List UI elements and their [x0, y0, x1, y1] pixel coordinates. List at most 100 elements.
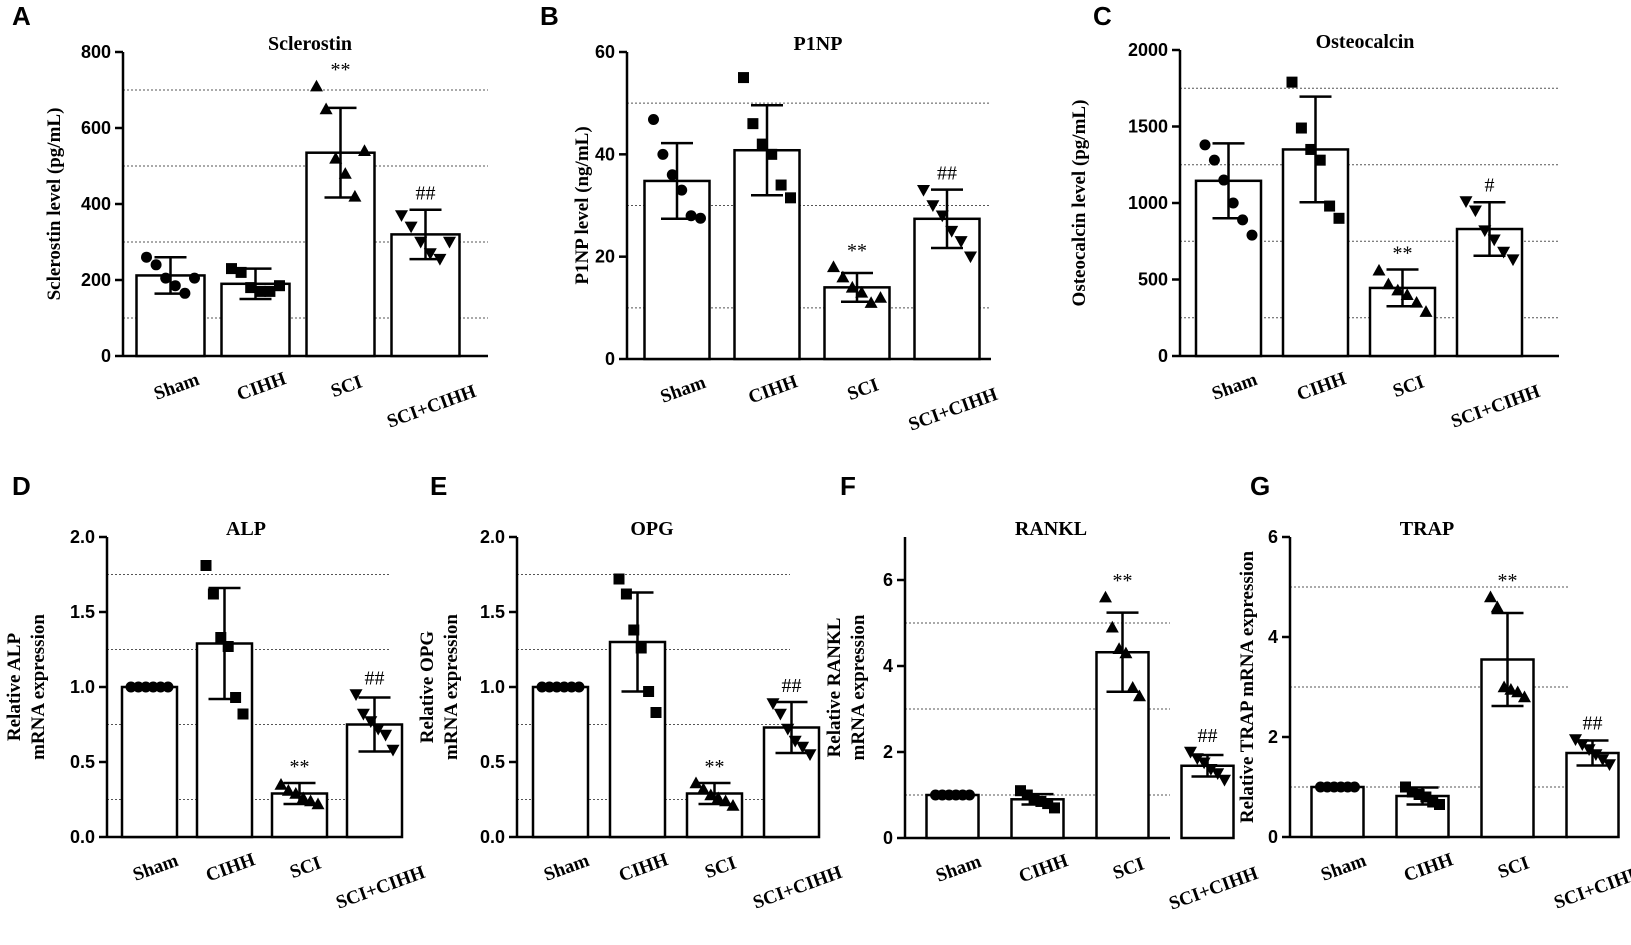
- data-point: [379, 729, 393, 742]
- panel-d: D ALP 0.0 0.5 1.0 1.5 2.0 Relative ALP mRNA expr…: [4, 471, 428, 914]
- data-point: [695, 212, 706, 224]
- data-point: [827, 260, 840, 273]
- y-tick-label: 800: [81, 42, 111, 62]
- data-point: [573, 681, 585, 693]
- chart-title: P1NP: [794, 33, 843, 55]
- data-point: [141, 251, 152, 263]
- data-point: [657, 148, 669, 160]
- data-point: [1286, 76, 1298, 88]
- data-point: [845, 280, 859, 293]
- y-tick-label: 40: [595, 144, 615, 164]
- data-point: [964, 251, 977, 264]
- category-label: Sham: [1318, 850, 1369, 886]
- data-point: [1506, 254, 1520, 267]
- y-tick-label: 2.0: [480, 527, 505, 547]
- data-point: [1246, 229, 1258, 241]
- significance-label: **: [290, 756, 310, 778]
- y-tick-label: 4: [883, 656, 893, 676]
- data-point: [1511, 685, 1525, 698]
- y-tick-label: 6: [883, 570, 893, 590]
- data-point: [395, 210, 408, 222]
- category-label: SCI+CIHH: [333, 862, 428, 914]
- data-point: [1434, 799, 1445, 810]
- data-point: [1314, 154, 1326, 166]
- data-point: [1305, 143, 1317, 155]
- y-tick-label: 1500: [1128, 117, 1168, 137]
- y-axis-label: Relative ALP: [4, 633, 25, 742]
- category-label: SCI+CIHH: [1448, 381, 1543, 433]
- data-point: [803, 749, 817, 761]
- panel-letter: E: [430, 471, 447, 501]
- data-point: [310, 79, 323, 92]
- category-label: SCI: [845, 375, 882, 406]
- y-axis-label: Relative RANKL: [824, 618, 845, 758]
- panel-letter: B: [540, 1, 559, 31]
- y-tick-label: 0.5: [70, 752, 95, 772]
- y-tick-label: 0.0: [70, 827, 95, 847]
- y-tick-label: 20: [595, 247, 615, 267]
- data-point: [726, 799, 740, 811]
- chart-title: Sclerostin: [268, 33, 352, 55]
- category-label: Sham: [541, 850, 592, 886]
- data-point: [785, 192, 796, 204]
- data-point: [371, 723, 385, 736]
- data-point: [289, 787, 303, 799]
- data-point: [1478, 225, 1492, 238]
- y-tick-label: 600: [81, 118, 111, 138]
- category-label: SCI: [1495, 853, 1532, 884]
- y-axis-label: Relative TRAP mRNA expression: [1237, 550, 1258, 823]
- data-point: [666, 169, 678, 181]
- significance-label: ##: [782, 675, 802, 697]
- data-point: [1199, 139, 1211, 151]
- data-point: [207, 588, 219, 600]
- panel-e: E OPG 0.0 0.5 1.0 1.5 2.0 Relative OPG mRNA expr…: [417, 471, 845, 914]
- category-label: SCI+CIHH: [384, 381, 479, 433]
- panel-f: F RANKL 0 2 4 6 Relative RANKL mRNA expression S…: [824, 471, 1261, 915]
- significance-label: **: [847, 240, 867, 262]
- data-point: [1497, 680, 1511, 693]
- y-tick-label: 0: [1158, 346, 1168, 366]
- data-point: [676, 184, 688, 196]
- data-point: [1596, 754, 1610, 766]
- significance-label: ##: [365, 668, 385, 690]
- data-point: [1468, 205, 1482, 218]
- category-label: CIHH: [1294, 368, 1349, 405]
- data-point: [1099, 590, 1112, 603]
- data-point: [364, 716, 378, 728]
- data-point: [304, 794, 318, 807]
- data-point: [954, 236, 968, 248]
- category-label: Sham: [1209, 369, 1260, 405]
- panel-c: C Osteocalcin 0 500 1000 1500 2000 Osteocalcin …: [1069, 1, 1559, 433]
- data-point: [1582, 744, 1596, 756]
- data-point: [964, 789, 975, 801]
- panel-letter: G: [1250, 471, 1270, 501]
- data-point: [1295, 122, 1307, 134]
- data-point: [620, 588, 632, 600]
- data-point: [349, 689, 363, 701]
- y-tick-label: 0.5: [480, 752, 505, 772]
- data-point: [1204, 764, 1218, 776]
- category-label: CIHH: [1016, 850, 1071, 887]
- data-point: [917, 184, 930, 197]
- panel-a: A Sclerostin 0 200 400 600 800 Sclerostin level…: [12, 1, 488, 433]
- bar-sham: [925, 793, 980, 840]
- data-point: [1413, 789, 1425, 800]
- y-tick-label: 1000: [1128, 193, 1168, 213]
- y-tick-label: 2000: [1128, 40, 1168, 60]
- data-point: [766, 698, 780, 710]
- data-point: [756, 138, 768, 150]
- data-point: [356, 708, 370, 721]
- category-label: SCI+CIHH: [750, 862, 845, 914]
- data-point: [775, 179, 787, 191]
- data-point: [254, 285, 266, 297]
- y-tick-label: 0: [1268, 827, 1278, 847]
- y-tick-label: 1.0: [70, 677, 95, 697]
- significance-label: ##: [1583, 713, 1603, 735]
- data-point: [226, 263, 237, 275]
- data-point: [1487, 234, 1501, 247]
- data-point: [264, 285, 276, 297]
- data-point: [1400, 288, 1414, 300]
- category-label: SCI: [287, 853, 324, 884]
- data-point: [319, 102, 333, 115]
- chart-title: TRAP: [1400, 518, 1454, 540]
